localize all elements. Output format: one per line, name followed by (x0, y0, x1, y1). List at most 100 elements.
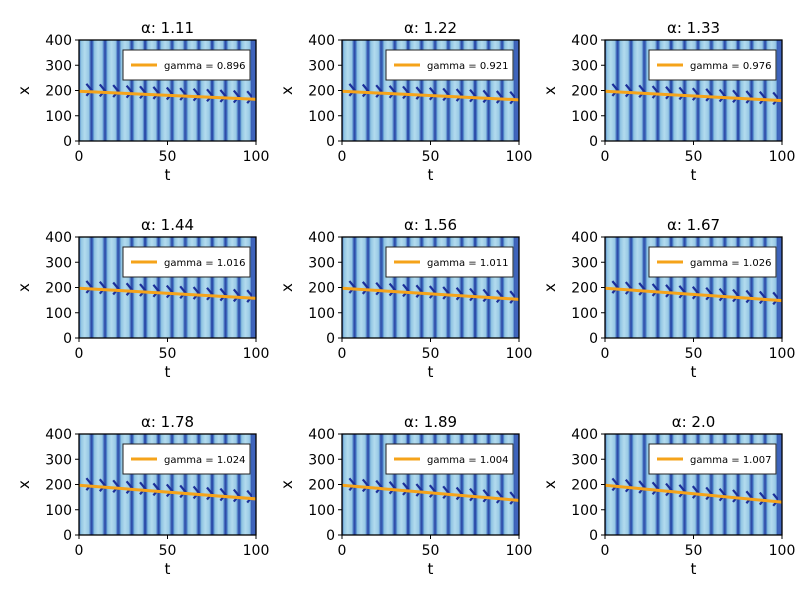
heatmap-chevron (152, 482, 160, 497)
heatmap-chevron (691, 485, 700, 499)
heatmap-edge (252, 237, 256, 338)
heatmap-chevron (348, 83, 356, 97)
y-axis-label: x (541, 283, 559, 292)
x-tick-label: 0 (601, 346, 610, 362)
legend-label: gamma = 1.024 (164, 455, 245, 466)
heatmap-chevron (442, 485, 450, 500)
heatmap-band (91, 40, 105, 141)
legend: gamma = 1.004 (385, 443, 514, 475)
heatmap-band (91, 434, 105, 535)
y-tick-label: 400 (571, 230, 598, 246)
y-tick-label: 300 (571, 255, 598, 271)
y-tick-label: 400 (308, 33, 335, 49)
x-tick-label: 100 (506, 346, 533, 362)
subplot: gamma = 1.007 α: 2.0 0 50 100 0 100 200 300 400 t x (541, 413, 795, 578)
y-axis-label: x (278, 283, 296, 292)
y-tick-label: 200 (308, 281, 335, 297)
heatmap-chevron (179, 484, 187, 499)
y-tick-label: 400 (45, 427, 72, 443)
heatmap-chevron (112, 281, 120, 296)
heatmap-chevron (165, 284, 174, 299)
heatmap-chevron (745, 289, 753, 304)
heatmap-edge (778, 434, 782, 535)
y-tick-label: 0 (589, 331, 598, 347)
heatmap-chevron (624, 83, 633, 98)
subplot-title: α: 1.33 (667, 19, 720, 37)
heatmap-chevron (361, 478, 370, 493)
heatmap-chevron (415, 284, 423, 298)
y-tick-label: 0 (63, 528, 72, 544)
series-line (604, 483, 783, 504)
y-tick-label: 200 (45, 84, 72, 100)
legend: gamma = 1.007 (648, 443, 777, 475)
y-tick-label: 100 (45, 109, 72, 125)
x-tick-label: 100 (769, 543, 796, 559)
legend-label: gamma = 0.921 (427, 61, 508, 72)
series-line (78, 483, 257, 501)
series-line (341, 89, 520, 102)
heatmap-band (630, 434, 645, 535)
heatmap-chevron (745, 490, 753, 504)
heatmap-chevron (758, 90, 767, 105)
heatmap-chevron (98, 83, 107, 98)
heatmap-chevron (611, 280, 619, 294)
heatmap-chevron (112, 84, 120, 98)
series-line (78, 89, 257, 101)
heatmap-chevron (678, 484, 686, 498)
subplot: gamma = 1.011 α: 1.56 0 50 100 0 100 200 300 400 t… (278, 216, 532, 381)
heatmap-chevron (495, 490, 504, 504)
heatmap-chevron (428, 285, 437, 299)
heatmap-chevron (85, 83, 93, 97)
heatmap-chevron (624, 281, 633, 295)
x-tick-label: 50 (159, 543, 177, 559)
heatmap-band (354, 237, 368, 338)
heatmap-chevron (665, 284, 673, 298)
heatmap-chevron (495, 289, 504, 303)
heatmap-chevron (206, 88, 214, 103)
x-tick-label: 100 (243, 149, 270, 165)
x-axis-label: t (428, 166, 434, 184)
heatmap-chevron (732, 288, 740, 303)
heatmap-chevron (219, 89, 227, 103)
heatmap-chevron (705, 88, 713, 102)
x-tick-label: 100 (506, 149, 533, 165)
legend-label: gamma = 1.016 (164, 258, 245, 269)
heatmap-band (630, 237, 645, 338)
heatmap-chevron (85, 477, 93, 491)
heatmap-chevron (192, 485, 201, 500)
heatmap-chevron (482, 489, 490, 503)
x-tick-label: 100 (769, 149, 796, 165)
heatmap-chevron (469, 287, 477, 302)
y-tick-label: 300 (45, 452, 72, 468)
x-tick-label: 0 (601, 543, 610, 559)
subplot: gamma = 1.016 α: 1.44 0 50 100 0 100 200 300 400 t… (15, 216, 269, 381)
y-tick-label: 0 (63, 331, 72, 347)
heatmap-chevron (428, 484, 437, 498)
y-tick-label: 200 (571, 84, 598, 100)
heatmap-chevron (651, 481, 660, 495)
series-line (604, 286, 783, 303)
heatmap-band (104, 237, 119, 338)
x-tick-label: 0 (338, 346, 347, 362)
heatmap-chevron (139, 481, 147, 496)
heatmap-band (617, 434, 631, 535)
legend: gamma = 1.011 (385, 246, 514, 278)
y-tick-label: 300 (571, 58, 598, 74)
heatmap-chevron (482, 89, 490, 104)
y-axis-label: x (15, 86, 33, 95)
y-tick-label: 400 (45, 33, 72, 49)
heatmap-chevron (638, 84, 646, 99)
heatmap-chevron (415, 483, 423, 497)
legend-label: gamma = 1.007 (690, 455, 771, 466)
heatmap-chevron (348, 477, 356, 492)
heatmap-chevron (469, 89, 477, 103)
heatmap-chevron (691, 87, 700, 101)
heatmap-edge (252, 434, 256, 535)
heatmap-chevron (192, 88, 201, 102)
x-axis-label: t (428, 363, 434, 381)
y-tick-label: 400 (308, 230, 335, 246)
subplot-title: α: 1.67 (667, 216, 720, 234)
heatmap-band (630, 40, 645, 141)
heatmap-chevron (624, 479, 633, 493)
